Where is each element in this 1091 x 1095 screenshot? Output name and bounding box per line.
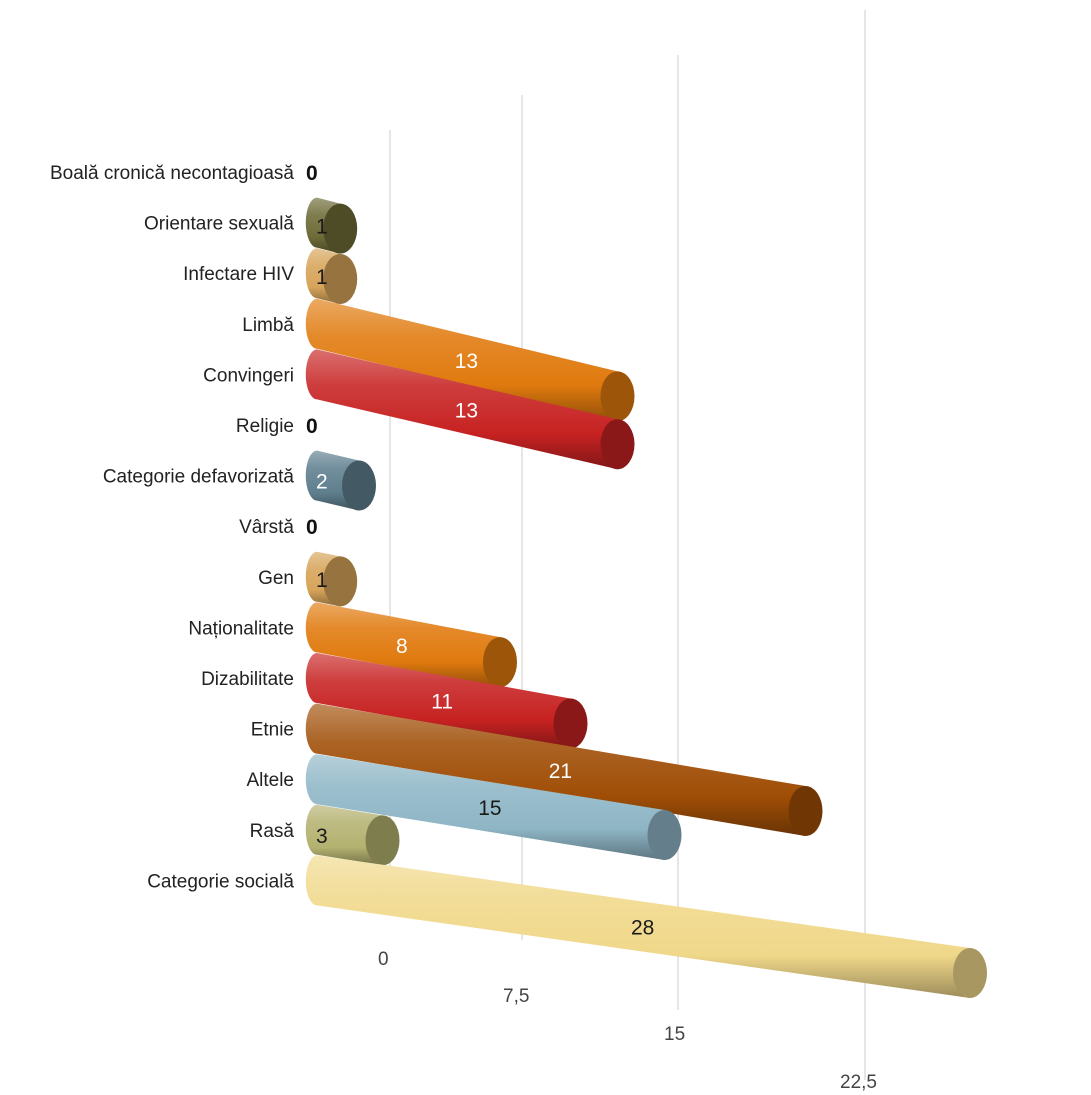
bar-body (305, 855, 970, 998)
category-label-dizabilitate: Dizabilitate (201, 669, 294, 690)
bar-body (305, 298, 618, 422)
bar-limba (305, 298, 635, 422)
bar-end-cap (600, 371, 635, 422)
category-label-nationalitate: Naționalitate (188, 618, 294, 639)
value-label-orientare-sexuala: 1 (316, 216, 328, 239)
bar-orientare-sexuala (305, 197, 358, 254)
value-label-boala-cronica-necontagioasa: 0 (306, 162, 318, 185)
category-label-rasa: Rasă (250, 821, 295, 842)
category-label-limba: Limbă (242, 315, 294, 336)
category-label-categorie-sociala: Categorie socială (147, 871, 294, 892)
value-label-categorie-sociala: 28 (631, 917, 654, 940)
value-label-convingeri: 13 (455, 399, 478, 422)
bar-nationalitate (305, 602, 517, 688)
bar-etnie (305, 703, 823, 837)
axis-tick-labels: 0 7,5 15 22,5 (378, 949, 877, 1093)
x-tick-label: 15 (664, 1024, 685, 1045)
bar-rasa (305, 804, 400, 866)
category-label-etnie: Etnie (251, 720, 294, 741)
x-tick-label: 22,5 (840, 1072, 877, 1093)
value-label-etnie: 21 (549, 760, 572, 783)
bar-end-cap (365, 815, 400, 866)
x-tick-label: 7,5 (503, 986, 529, 1007)
x-tick-label: 0 (378, 949, 389, 970)
bar-end-cap (323, 203, 358, 254)
value-label-varsta: 0 (306, 516, 318, 539)
bar-end-cap (342, 460, 376, 511)
category-label-categorie-defavorizata: Categorie defavorizată (103, 467, 295, 488)
category-label-varsta: Vârstă (239, 517, 294, 538)
bar-categorie-sociala (305, 855, 987, 998)
value-label-categorie-defavorizata: 2 (316, 471, 328, 494)
bar-end-cap (600, 419, 635, 470)
category-label-orientare-sexuala: Orientare sexuală (144, 214, 294, 235)
value-label-rasa: 3 (316, 825, 328, 848)
bar-end-cap (553, 698, 588, 749)
category-labels: Boală cronică necontagioasă Orientare sex… (50, 163, 294, 892)
bars (305, 197, 987, 998)
value-label-gen: 1 (316, 569, 328, 592)
bar-convingeri (305, 349, 635, 470)
bar-body (305, 804, 383, 866)
category-label-religie: Religie (236, 416, 294, 437)
bar-infectare-hiv (305, 248, 358, 304)
value-label-religie: 0 (306, 415, 318, 438)
bar-end-cap (323, 253, 358, 304)
bar-end-cap (323, 556, 358, 607)
category-label-infectare-hiv: Infectare HIV (183, 264, 294, 285)
value-label-dizabilitate: 11 (431, 691, 453, 714)
bar-body (305, 349, 618, 470)
bar-body (305, 653, 571, 749)
bar-end-cap (647, 810, 682, 860)
bar-body (305, 703, 806, 837)
bar-end-cap (788, 786, 823, 837)
value-label-altele: 15 (478, 797, 501, 820)
bar-body (305, 602, 500, 688)
bar-dizabilitate (305, 653, 588, 749)
value-label-limba: 13 (455, 350, 478, 373)
category-label-convingeri: Convingeri (203, 365, 294, 386)
category-label-altele: Altele (246, 770, 294, 791)
bar-categorie-defavorizata (305, 450, 376, 511)
category-label-gen: Gen (258, 568, 294, 589)
bar-body (305, 754, 665, 860)
bar-gen (305, 551, 358, 607)
value-label-infectare-hiv: 1 (316, 266, 328, 289)
bar-end-cap (483, 637, 517, 688)
bar-end-cap (953, 947, 987, 998)
bar-altele (305, 754, 682, 860)
value-label-nationalitate: 8 (396, 635, 408, 658)
category-label-boala-cronica-necontagioasa: Boală cronică necontagioasă (50, 163, 294, 184)
